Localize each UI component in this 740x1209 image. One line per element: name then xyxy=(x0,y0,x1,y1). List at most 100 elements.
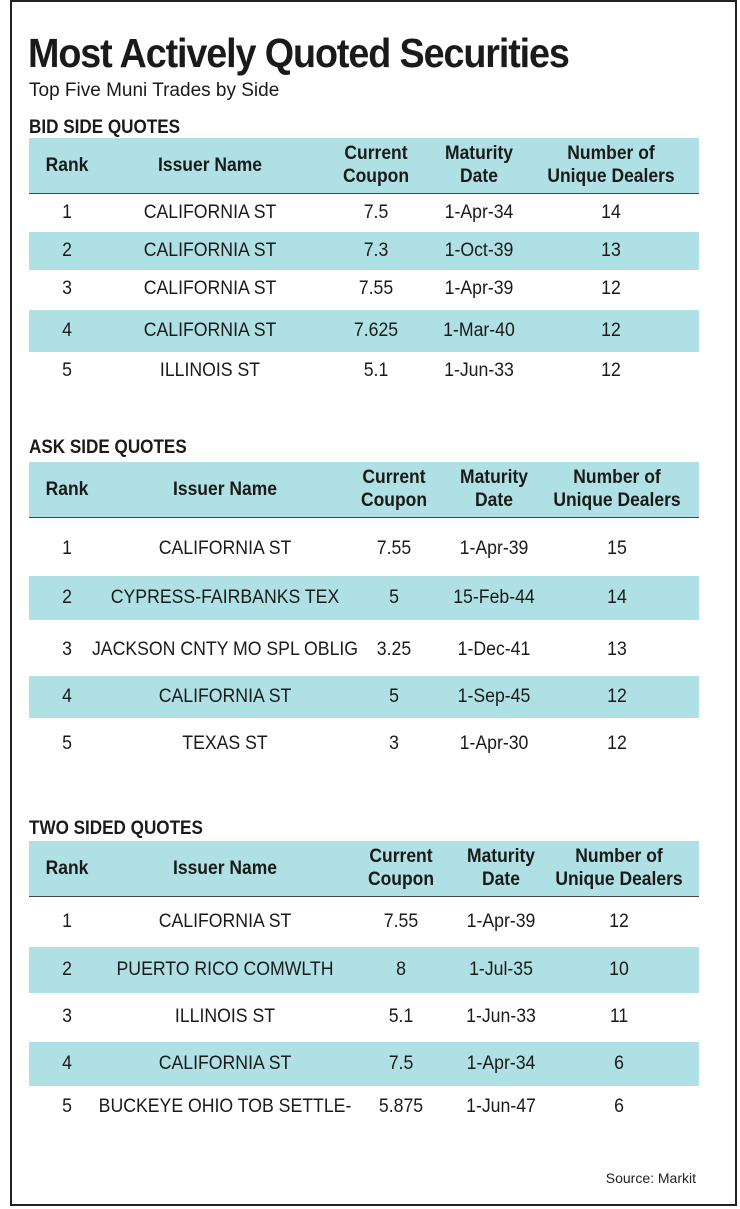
rank-cell: 5 xyxy=(62,360,72,381)
maturity-date-header: Maturity Date xyxy=(460,466,528,512)
page-subtitle: Top Five Muni Trades by Side xyxy=(29,80,280,101)
current-coupon-header-line: Current xyxy=(369,846,433,867)
maturity-date-cell: 1-Jun-33 xyxy=(466,1005,536,1027)
maturity-date-header-line: Date xyxy=(460,166,498,187)
current-coupon-header: Current Coupon xyxy=(368,845,434,891)
coupon-cell: 7.5 xyxy=(388,1053,414,1074)
ask-table-row: 1 CALIFORNIA ST 7.55 1-Apr-39 15 xyxy=(29,522,699,576)
two-table-header: Rank Issuer Name Current Coupon Maturity Date… xyxy=(29,841,699,897)
rank-cell: 3 xyxy=(62,278,72,299)
issuer-name-cell: ILLINOIS ST xyxy=(159,360,261,381)
issuer-name-cell: CALIFORNIA ST xyxy=(158,538,292,559)
rank-header: Rank xyxy=(46,478,89,501)
dealers-count-cell: 12 xyxy=(601,360,621,381)
bid-table-header: Rank Issuer Name Current Coupon Maturity Date… xyxy=(29,138,699,194)
rank-cell: 4 xyxy=(62,320,72,341)
maturity-date-cell: 1-Apr-34 xyxy=(466,1053,536,1074)
unique-dealers-header-line: Unique Dealers xyxy=(547,166,675,187)
issuer-name-cell: PUERTO RICO COMWLTH xyxy=(116,959,334,980)
coupon-cell: 5.1 xyxy=(388,1005,414,1027)
maturity-date-cell: 1-Apr-39 xyxy=(466,911,536,932)
rank-header: Rank xyxy=(46,857,89,880)
dealers-count-cell: 15 xyxy=(607,538,627,559)
coupon-cell: 3.25 xyxy=(376,639,412,660)
ask-table-row: 5 TEXAS ST 3 1-Apr-30 12 xyxy=(29,720,699,768)
issuer-name-cell: CALIFORNIA ST xyxy=(158,1053,292,1074)
unique-dealers-header-line: Unique Dealers xyxy=(553,490,681,511)
rank-cell: 4 xyxy=(62,1053,72,1074)
rank-cell: 5 xyxy=(62,1096,72,1117)
issuer-name-cell: TEXAS ST xyxy=(182,733,268,754)
maturity-date-header-line: Maturity xyxy=(445,143,513,164)
unique-dealers-header: Number of Unique Dealers xyxy=(553,466,680,512)
ask-table-row: 4 CALIFORNIA ST 5 1-Sep-45 12 xyxy=(29,676,699,718)
issuer-name-cell: CALIFORNIA ST xyxy=(143,240,277,261)
issuer-name-header-line: Issuer Name xyxy=(158,155,262,176)
two-table-row: 3 ILLINOIS ST 5.1 1-Jun-33 11 xyxy=(29,995,699,1038)
maturity-date-cell: 15-Feb-44 xyxy=(453,587,535,608)
two-table-row: 1 CALIFORNIA ST 7.55 1-Apr-39 12 xyxy=(29,900,699,944)
coupon-cell: 8 xyxy=(396,959,406,980)
rank-header: Rank xyxy=(46,154,89,177)
rank-cell: 1 xyxy=(62,911,72,932)
ask-table-row: 3 JACKSON CNTY MO SPL OBLIG 3.25 1-Dec-41 13 xyxy=(29,626,699,674)
current-coupon-header-line: Current xyxy=(344,143,408,164)
issuer-name-cell: CALIFORNIA ST xyxy=(143,202,277,223)
dealers-count-cell: 14 xyxy=(601,202,621,223)
maturity-date-cell: 1-Jun-33 xyxy=(444,360,514,381)
rank-cell: 1 xyxy=(62,538,72,559)
rank-header-line: Rank xyxy=(45,155,89,176)
coupon-cell: 5.875 xyxy=(378,1096,424,1117)
bid-table-row: 1 CALIFORNIA ST 7.5 1-Apr-34 14 xyxy=(29,194,699,232)
maturity-date-header: Maturity Date xyxy=(467,845,535,891)
maturity-date-cell: 1-Sep-45 xyxy=(457,686,531,707)
unique-dealers-header-line: Unique Dealers xyxy=(555,869,683,890)
issuer-name-cell: CALIFORNIA ST xyxy=(143,278,277,299)
rank-header-line: Rank xyxy=(45,479,89,500)
two-section-label: TWO SIDED QUOTES xyxy=(29,818,203,839)
maturity-date-cell: 1-Apr-30 xyxy=(459,733,529,754)
maturity-date-cell: 1-Jul-35 xyxy=(469,959,533,980)
two-table-row: 4 CALIFORNIA ST 7.5 1-Apr-34 6 xyxy=(29,1042,699,1086)
ask-section-label: ASK SIDE QUOTES xyxy=(29,437,187,458)
two-table-row: 2 PUERTO RICO COMWLTH 8 1-Jul-35 10 xyxy=(29,947,699,993)
coupon-cell: 7.55 xyxy=(358,278,394,299)
rank-cell: 3 xyxy=(62,1005,72,1027)
issuer-name-cell: CYPRESS-FAIRBANKS TEX xyxy=(110,587,340,608)
maturity-date-header-line: Date xyxy=(475,490,513,511)
rank-cell: 4 xyxy=(62,686,72,707)
maturity-date-cell: 1-Mar-40 xyxy=(443,320,515,341)
dealers-count-cell: 14 xyxy=(607,587,627,608)
unique-dealers-header: Number of Unique Dealers xyxy=(547,142,674,188)
dealers-count-cell: 12 xyxy=(607,733,627,754)
maturity-date-cell: 1-Apr-39 xyxy=(444,278,514,299)
coupon-cell: 7.55 xyxy=(376,538,412,559)
maturity-date-cell: 1-Jun-47 xyxy=(466,1096,536,1117)
maturity-date-header: Maturity Date xyxy=(445,142,513,188)
issuer-name-cell: BUCKEYE OHIO TOB SETTLE- xyxy=(98,1096,352,1117)
dealers-count-cell: 12 xyxy=(609,911,629,932)
dealers-count-cell: 6 xyxy=(614,1053,624,1074)
maturity-date-header-line: Date xyxy=(482,869,520,890)
two-table-row: 5 BUCKEYE OHIO TOB SETTLE- 5.875 1-Jun-47 6 xyxy=(29,1086,699,1128)
issuer-name-header: Issuer Name xyxy=(158,154,262,177)
issuer-name-cell: JACKSON CNTY MO SPL OBLIG xyxy=(91,639,359,660)
graphic-frame xyxy=(10,0,737,1206)
rank-cell: 2 xyxy=(62,587,72,608)
rank-header-line: Rank xyxy=(45,858,89,879)
dealers-count-cell: 12 xyxy=(601,278,621,299)
issuer-name-cell: CALIFORNIA ST xyxy=(158,911,292,932)
current-coupon-header-line: Coupon xyxy=(360,490,428,511)
issuer-name-cell: CALIFORNIA ST xyxy=(158,686,292,707)
coupon-cell: 7.5 xyxy=(363,202,389,223)
ask-table-row: 2 CYPRESS-FAIRBANKS TEX 5 15-Feb-44 14 xyxy=(29,576,699,620)
bid-section-label: BID SIDE QUOTES xyxy=(29,117,181,138)
rank-cell: 1 xyxy=(62,202,72,223)
rank-cell: 3 xyxy=(62,639,72,660)
unique-dealers-header-line: Number of xyxy=(575,846,663,867)
bid-table-row: 2 CALIFORNIA ST 7.3 1-Oct-39 13 xyxy=(29,232,699,270)
rank-cell: 5 xyxy=(62,733,72,754)
bid-table-row: 3 CALIFORNIA ST 7.55 1-Apr-39 12 xyxy=(29,270,699,308)
maturity-date-cell: 1-Apr-34 xyxy=(444,202,514,223)
bid-table-row: 4 CALIFORNIA ST 7.625 1-Mar-40 12 xyxy=(29,310,699,352)
